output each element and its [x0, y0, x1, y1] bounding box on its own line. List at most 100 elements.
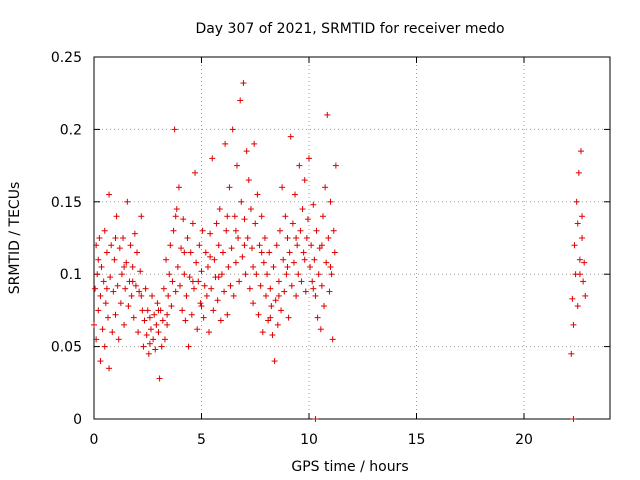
data-point	[319, 213, 326, 220]
data-point	[139, 307, 146, 314]
grid-lines	[94, 57, 610, 419]
data-point	[271, 358, 278, 365]
data-point	[156, 375, 163, 382]
data-point	[299, 206, 306, 213]
data-point	[575, 169, 582, 176]
data-point	[244, 235, 251, 241]
data-point	[223, 227, 230, 234]
data-point	[192, 169, 199, 176]
data-points	[91, 80, 589, 422]
data-point	[270, 263, 277, 270]
data-point	[117, 300, 124, 307]
data-point	[309, 278, 316, 285]
data-point	[257, 282, 264, 289]
data-point	[318, 242, 325, 249]
data-point	[173, 206, 180, 213]
data-point	[293, 292, 300, 299]
data-point	[285, 314, 292, 321]
data-point	[294, 242, 301, 249]
data-point	[107, 274, 114, 281]
data-point	[179, 307, 186, 314]
data-point	[574, 303, 581, 310]
data-point	[280, 256, 287, 263]
data-point	[131, 230, 138, 237]
data-point	[104, 314, 111, 321]
data-point	[292, 191, 299, 198]
data-point	[327, 198, 334, 205]
data-point	[279, 184, 286, 191]
data-point	[95, 307, 102, 314]
data-point	[266, 249, 273, 256]
data-point	[273, 242, 280, 249]
data-point	[196, 242, 203, 249]
data-point	[125, 303, 132, 310]
y-tick-label: 0.2	[60, 122, 82, 138]
data-point	[137, 268, 144, 275]
data-point	[163, 256, 170, 263]
data-point	[108, 242, 115, 249]
data-point	[209, 155, 216, 162]
data-point	[269, 332, 276, 339]
data-point	[114, 282, 121, 289]
data-point	[174, 263, 181, 270]
data-point	[172, 213, 179, 220]
data-point	[113, 213, 120, 220]
data-point	[110, 288, 117, 295]
data-point	[189, 278, 196, 285]
y-axis-label: SRMTID / TECUs	[7, 182, 23, 295]
data-point	[181, 271, 188, 278]
data-point	[239, 253, 246, 260]
data-point	[318, 282, 325, 289]
data-point	[317, 326, 324, 333]
data-point	[242, 271, 249, 278]
data-point	[198, 303, 205, 310]
data-point	[284, 235, 291, 241]
data-point	[121, 263, 128, 270]
data-point	[580, 278, 587, 285]
data-point	[164, 321, 171, 328]
data-point	[136, 288, 143, 295]
y-tick-label: 0.05	[51, 340, 82, 356]
data-point	[258, 249, 265, 256]
y-tick-label: 0.1	[60, 267, 82, 283]
data-point	[330, 227, 337, 234]
data-point	[311, 256, 318, 263]
data-point	[155, 307, 162, 314]
data-point	[144, 307, 151, 314]
data-point	[323, 259, 330, 266]
data-point	[112, 235, 119, 241]
data-point	[284, 263, 291, 270]
data-point	[103, 285, 110, 292]
data-point	[295, 271, 302, 278]
data-point	[186, 274, 193, 281]
data-point	[332, 162, 339, 169]
data-point	[325, 235, 332, 241]
data-point	[182, 317, 189, 324]
data-point	[143, 332, 150, 339]
data-point	[129, 278, 136, 285]
data-point	[111, 256, 118, 263]
data-point	[243, 148, 250, 155]
data-point	[256, 242, 263, 249]
y-tick-label: 0	[73, 412, 82, 428]
data-point	[93, 242, 100, 249]
data-point	[101, 343, 108, 350]
data-point	[241, 242, 248, 249]
data-point	[172, 288, 179, 295]
data-point	[165, 292, 172, 299]
data-point	[216, 206, 223, 213]
x-tick-label: 10	[300, 432, 318, 448]
data-point	[232, 259, 239, 266]
data-point	[166, 271, 173, 278]
data-point	[145, 350, 152, 357]
data-point	[155, 329, 162, 336]
data-point	[120, 235, 127, 241]
data-point	[245, 177, 252, 184]
data-point	[249, 245, 256, 252]
data-point	[252, 220, 259, 227]
data-point	[94, 271, 101, 278]
x-tick-label: 20	[515, 432, 533, 448]
data-point	[331, 249, 338, 256]
data-point	[193, 259, 200, 266]
